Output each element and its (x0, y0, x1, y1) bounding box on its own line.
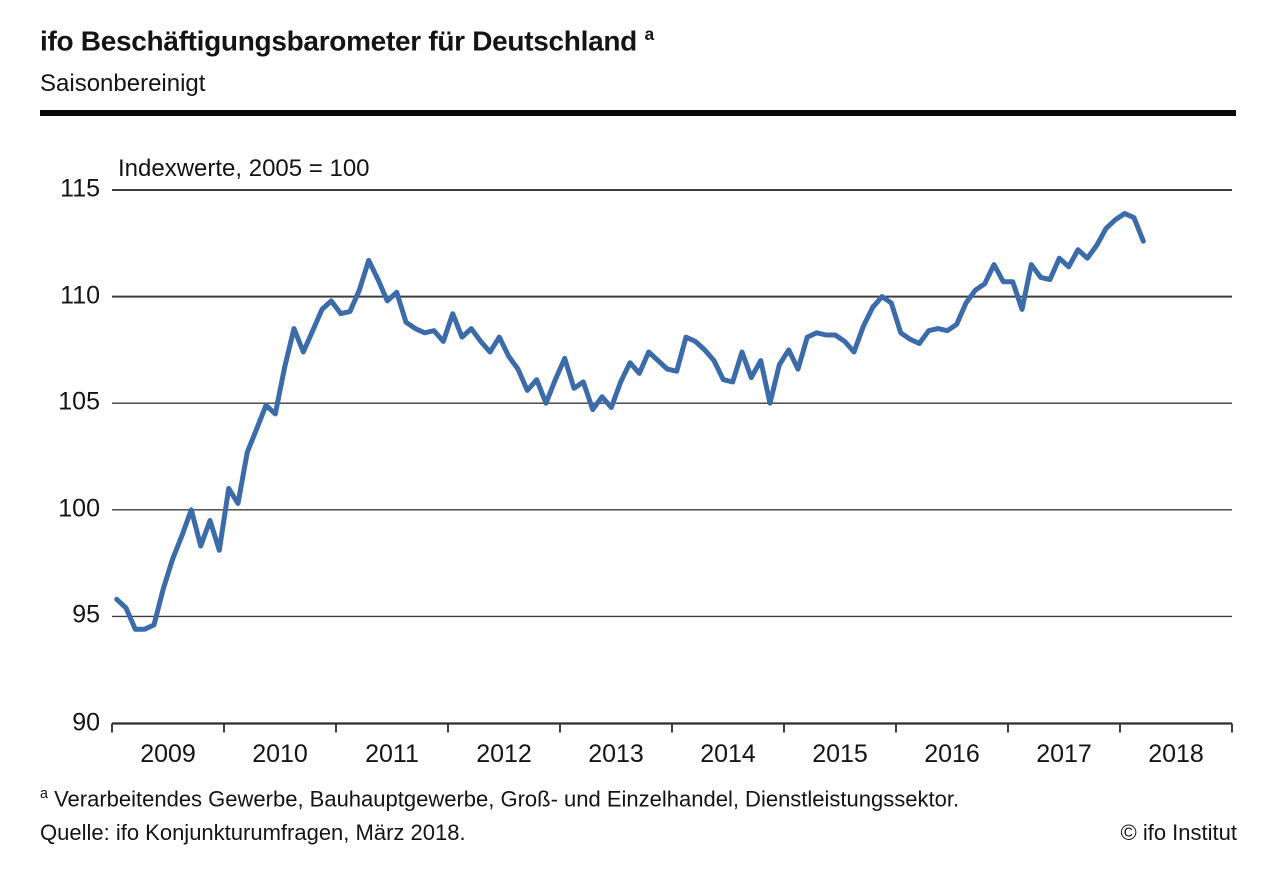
x-tick-label-2009: 2009 (140, 740, 196, 768)
copyright-note: © ifo Institut (1120, 820, 1237, 845)
y-tick-label-105: 105 (58, 387, 100, 416)
x-tick-label-2018: 2018 (1148, 740, 1204, 768)
x-tick-label-2010: 2010 (252, 740, 308, 768)
footnote-text: Verarbeitendes Gewerbe, Bauhauptgewerbe,… (47, 786, 960, 812)
x-tick-label-2014: 2014 (700, 740, 756, 768)
x-tick-label-2017: 2017 (1036, 740, 1092, 768)
chart-gridlines (112, 189, 1232, 618)
page-title: ifo Beschäftigungsbarometer für Deutschl… (40, 24, 654, 57)
data-series-line (114, 211, 1146, 632)
header-divider-rule (40, 110, 1236, 116)
x-tick-label-2012: 2012 (476, 740, 532, 768)
y-tick-label-110: 110 (60, 280, 100, 309)
footnote-marker: a (40, 786, 48, 802)
title-footnote-marker: a (644, 24, 654, 44)
source-line: Quelle: ifo Konjunkturumfragen, März 201… (40, 820, 466, 845)
x-tick-label-2015: 2015 (812, 740, 868, 768)
chart-footnote: a Verarbeitendes Gewerbe, Bauhauptgewerb… (40, 786, 959, 812)
y-tick-label-90: 90 (72, 707, 100, 736)
y-tick-label-100: 100 (58, 494, 100, 523)
chart-x-axis (111, 722, 1233, 733)
x-tick-label-2016: 2016 (924, 740, 980, 768)
y-tick-label-115: 115 (60, 174, 100, 203)
y-tick-label-95: 95 (72, 600, 100, 629)
page-subtitle: Saisonbereinigt (40, 70, 206, 97)
x-tick-label-2013: 2013 (588, 740, 644, 768)
x-tick-label-2011: 2011 (365, 740, 419, 768)
chart-annotation: Indexwerte, 2005 = 100 (118, 155, 370, 182)
page-title-text: ifo Beschäftigungsbarometer für Deutschl… (40, 25, 637, 57)
